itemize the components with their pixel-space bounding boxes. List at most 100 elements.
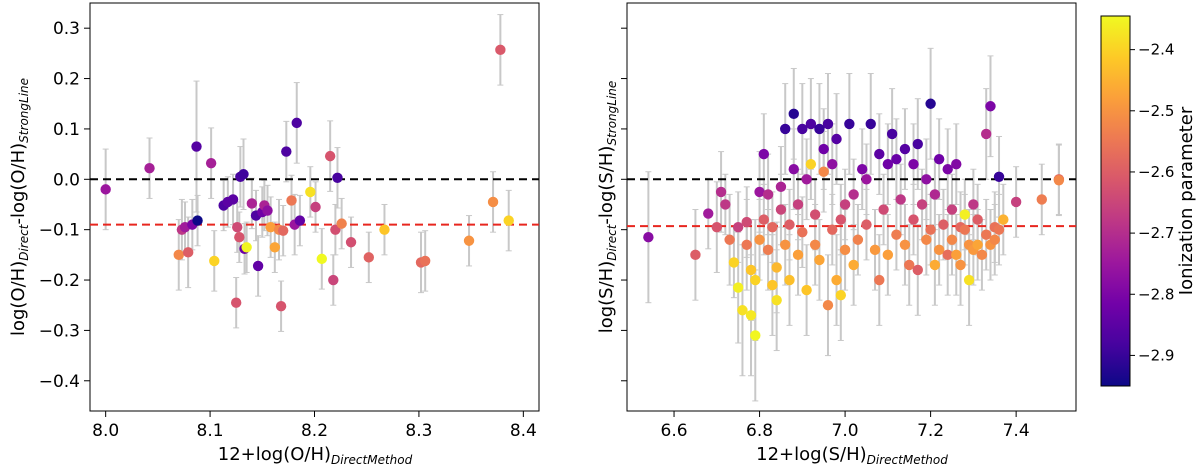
right-data-point: [972, 214, 983, 225]
right-data-point: [942, 249, 953, 261]
right-data-point: [715, 186, 727, 198]
right-data-point: [921, 234, 932, 245]
right-data-point: [758, 214, 770, 225]
left-data-point: [316, 253, 328, 265]
right-data-point: [942, 164, 953, 175]
right-data-point: [981, 229, 992, 240]
right-data-point: [737, 305, 748, 316]
right-data-point: [835, 289, 847, 301]
right-data-point: [1010, 196, 1022, 208]
right-x-tick-label: 7.0: [832, 421, 859, 441]
right-data-point: [968, 199, 979, 210]
right-data-point: [848, 259, 859, 271]
left-y-tick-label: 0.2: [53, 70, 80, 90]
left-scatter-panel: 8.0 8.1 8.2 8.3 8.4 0.3 0.2 0.1 0.0 −0.1 −0.2 −0.3 −…: [8, 2, 540, 466]
right-data-point: [925, 224, 936, 235]
right-data-point: [933, 244, 945, 256]
left-y-tick-label: −0.3: [39, 321, 80, 341]
left-data-point: [379, 224, 390, 235]
right-data-point: [732, 282, 744, 293]
right-data-point: [882, 249, 894, 261]
right-data-point: [886, 128, 898, 140]
right-data-point: [711, 221, 722, 233]
right-data-point: [861, 219, 872, 230]
right-data-point: [895, 194, 906, 205]
right-data-point: [792, 199, 804, 210]
right-data-point: [951, 158, 962, 170]
right-data-point: [780, 123, 791, 135]
right-data-point: [839, 199, 851, 210]
right-data-point: [891, 153, 902, 165]
left-axis-ticks: 8.0 8.1 8.2 8.3 8.4 0.3 0.2 0.1 0.0 −0.1 −0.2 −0.3 −…: [39, 19, 537, 441]
left-y-tick-label: 0.0: [53, 170, 80, 190]
right-data-point: [874, 274, 885, 286]
left-data-point: [144, 163, 155, 174]
left-data-point: [230, 297, 242, 308]
right-data-point: [822, 118, 834, 130]
left-data-point: [495, 44, 506, 56]
left-data-marks: [90, 14, 539, 332]
colorbar: −2.4 −2.5 −2.6 −2.7 −2.8 −2.9 Ionization para…: [1100, 15, 1197, 387]
left-data-point: [262, 205, 273, 216]
right-data-point: [809, 239, 821, 250]
right-data-point: [985, 101, 996, 112]
right-data-point: [775, 181, 787, 193]
right-data-point: [959, 224, 971, 235]
right-data-point: [929, 189, 941, 200]
left-data-point: [246, 198, 258, 209]
right-data-point: [814, 123, 825, 135]
colorbar-tick-label: −2.5: [1138, 102, 1174, 120]
left-data-point: [324, 150, 336, 162]
right-data-point: [959, 209, 971, 220]
left-data-point: [265, 221, 276, 233]
left-data-point: [277, 225, 289, 236]
right-data-point: [805, 158, 817, 170]
right-data-point: [750, 330, 761, 341]
left-data-point: [238, 169, 249, 180]
left-data-point: [328, 274, 339, 286]
left-y-tick-label: 0.3: [53, 19, 80, 39]
right-data-point: [891, 229, 902, 240]
right-data-point: [1036, 194, 1047, 205]
right-data-point: [762, 244, 774, 256]
right-data-point: [874, 148, 885, 160]
right-data-point: [933, 153, 945, 165]
right-data-marks: [627, 47, 1076, 402]
right-data-point: [762, 189, 774, 200]
right-data-point: [792, 249, 804, 261]
right-data-point: [1053, 175, 1065, 186]
right-x-tick-label: 7.2: [917, 421, 944, 441]
right-data-point: [780, 239, 791, 250]
right-data-point: [925, 98, 936, 109]
right-data-point: [993, 171, 1005, 182]
right-data-point: [921, 174, 932, 185]
left-data-point: [192, 215, 203, 226]
left-data-point: [281, 146, 292, 157]
left-data-point: [252, 260, 264, 272]
right-data-point: [767, 221, 778, 233]
right-data-point: [805, 118, 817, 130]
right-data-point: [814, 254, 825, 266]
right-data-point: [882, 158, 894, 170]
right-data-point: [809, 209, 821, 220]
right-data-point: [703, 208, 714, 219]
right-x-tick-label: 6.6: [661, 421, 688, 441]
left-data-point: [232, 221, 243, 233]
right-data-point: [745, 264, 757, 276]
right-data-point: [720, 199, 731, 210]
right-data-point: [916, 199, 928, 210]
right-data-point: [827, 158, 838, 170]
right-data-point: [929, 259, 941, 271]
left-data-point: [234, 232, 245, 243]
right-axis-ticks: 6.6 6.8 7.0 7.2 7.4: [621, 27, 1030, 441]
left-data-point: [182, 247, 194, 258]
right-y-axis-label: log(S/H)Direct-log(S/H)StrongLine: [596, 81, 619, 334]
right-data-point: [955, 259, 966, 271]
left-data-point: [305, 186, 316, 198]
left-x-tick-label: 8.4: [510, 421, 537, 441]
right-data-point: [912, 138, 923, 150]
left-data-point: [191, 141, 202, 152]
left-x-tick-label: 8.2: [301, 421, 328, 441]
right-data-point: [831, 274, 842, 286]
right-data-point: [741, 239, 752, 250]
